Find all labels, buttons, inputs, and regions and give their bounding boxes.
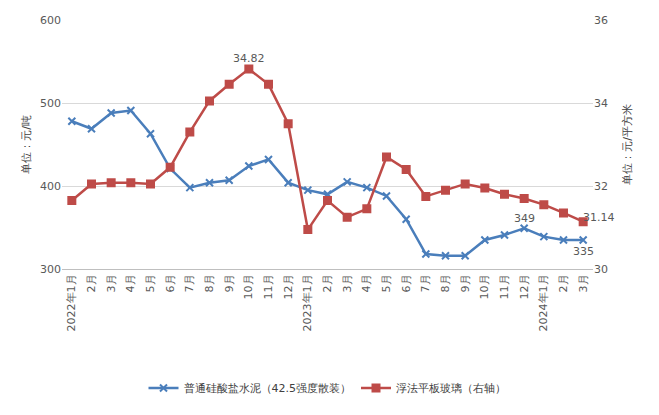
svg-text:2024年1月: 2024年1月	[537, 274, 550, 331]
svg-text:2月: 2月	[321, 274, 334, 292]
svg-text:349: 349	[514, 212, 535, 225]
svg-text:34.82: 34.82	[233, 52, 265, 65]
svg-text:6月: 6月	[400, 274, 413, 292]
svg-text:8月: 8月	[203, 274, 216, 292]
svg-text:浮法平板玻璃（右轴）: 浮法平板玻璃（右轴）	[396, 382, 506, 395]
svg-text:3月: 3月	[341, 274, 354, 292]
svg-text:6月: 6月	[164, 274, 177, 292]
svg-text:335: 335	[573, 245, 594, 258]
svg-text:12月: 12月	[282, 274, 295, 299]
svg-text:3月: 3月	[105, 274, 118, 292]
svg-text:10月: 10月	[478, 274, 491, 299]
svg-text:8月: 8月	[439, 274, 452, 292]
svg-text:2022年1月: 2022年1月	[65, 274, 78, 331]
svg-text:4月: 4月	[124, 274, 137, 292]
svg-text:9月: 9月	[459, 274, 472, 292]
svg-text:400: 400	[40, 180, 61, 193]
svg-text:单位：元/平方米: 单位：元/平方米	[621, 104, 634, 185]
svg-text:11月: 11月	[498, 274, 511, 299]
svg-text:4月: 4月	[360, 274, 373, 292]
svg-text:30: 30	[594, 263, 608, 276]
svg-text:9月: 9月	[223, 274, 236, 292]
svg-text:3月: 3月	[577, 274, 590, 292]
svg-text:2月: 2月	[557, 274, 570, 292]
svg-text:2023年1月: 2023年1月	[301, 274, 314, 331]
svg-text:7月: 7月	[419, 274, 432, 292]
svg-text:5月: 5月	[144, 274, 157, 292]
svg-text:普通硅酸盐水泥（42.5强度散装）: 普通硅酸盐水泥（42.5强度散装）	[184, 382, 352, 395]
svg-text:500: 500	[40, 97, 61, 110]
svg-text:32: 32	[594, 180, 608, 193]
svg-text:31.14: 31.14	[583, 211, 615, 224]
svg-text:2月: 2月	[85, 274, 98, 292]
svg-text:12月: 12月	[518, 274, 531, 299]
svg-text:36: 36	[594, 14, 608, 27]
svg-text:10月: 10月	[242, 274, 255, 299]
svg-text:300: 300	[40, 263, 61, 276]
svg-text:7月: 7月	[183, 274, 196, 292]
svg-text:5月: 5月	[380, 274, 393, 292]
svg-text:34: 34	[594, 97, 608, 110]
svg-text:单位：元/吨: 单位：元/吨	[20, 115, 33, 174]
svg-text:600: 600	[40, 14, 61, 27]
svg-text:11月: 11月	[262, 274, 275, 299]
